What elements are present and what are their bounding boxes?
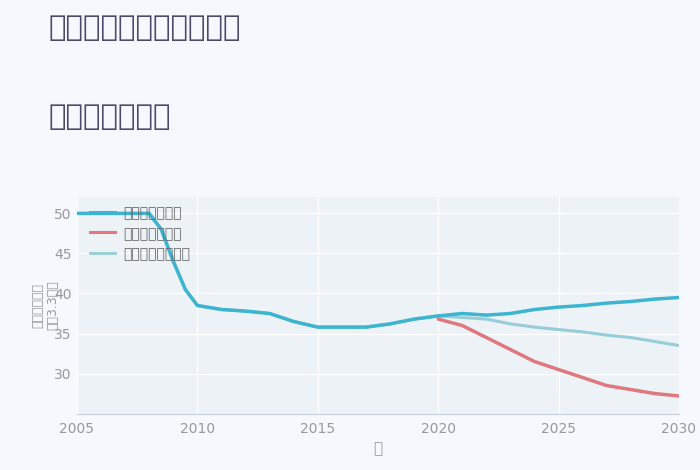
Text: 奈良県奈良市富雄元町の: 奈良県奈良市富雄元町の — [49, 14, 241, 42]
グッドシナリオ — [578, 303, 587, 308]
ノーマルシナリオ — [337, 324, 346, 330]
グッドシナリオ — [410, 316, 419, 322]
Text: 土地の価格推移: 土地の価格推移 — [49, 103, 172, 132]
ノーマルシナリオ — [193, 303, 202, 308]
グッドシナリオ — [506, 311, 514, 316]
バッドシナリオ — [675, 393, 683, 399]
ノーマルシナリオ — [145, 211, 153, 216]
グッドシナリオ — [169, 258, 178, 264]
グッドシナリオ — [181, 287, 190, 292]
グッドシナリオ — [73, 211, 81, 216]
グッドシナリオ — [265, 311, 274, 316]
ノーマルシナリオ — [97, 211, 105, 216]
Y-axis label: 単価（万円）
坪（3.3㎡）: 単価（万円） 坪（3.3㎡） — [32, 281, 60, 330]
ノーマルシナリオ — [217, 307, 225, 313]
グッドシナリオ — [482, 312, 491, 318]
ノーマルシナリオ — [651, 339, 659, 345]
ノーマルシナリオ — [410, 316, 419, 322]
Line: グッドシナリオ: グッドシナリオ — [77, 213, 679, 327]
バッドシナリオ — [506, 347, 514, 352]
バッドシナリオ — [531, 359, 539, 364]
ノーマルシナリオ — [386, 321, 394, 327]
グッドシナリオ — [217, 307, 225, 313]
Legend: グッドシナリオ, バッドシナリオ, ノーマルシナリオ: グッドシナリオ, バッドシナリオ, ノーマルシナリオ — [90, 206, 190, 261]
グッドシナリオ — [121, 211, 130, 216]
ノーマルシナリオ — [626, 335, 635, 340]
グッドシナリオ — [386, 321, 394, 327]
グッドシナリオ — [145, 211, 153, 216]
バッドシナリオ — [482, 335, 491, 340]
ノーマルシナリオ — [506, 321, 514, 327]
グッドシナリオ — [651, 296, 659, 302]
グッドシナリオ — [603, 300, 611, 306]
グッドシナリオ — [314, 324, 322, 330]
ノーマルシナリオ — [675, 343, 683, 348]
バッドシナリオ — [458, 323, 466, 329]
グッドシナリオ — [626, 298, 635, 304]
Line: バッドシナリオ: バッドシナリオ — [438, 319, 679, 396]
ノーマルシナリオ — [458, 315, 466, 321]
グッドシナリオ — [458, 311, 466, 316]
X-axis label: 年: 年 — [373, 441, 383, 456]
ノーマルシナリオ — [554, 327, 563, 332]
ノーマルシナリオ — [603, 332, 611, 338]
バッドシナリオ — [626, 387, 635, 392]
Line: ノーマルシナリオ: ノーマルシナリオ — [77, 213, 679, 345]
ノーマルシナリオ — [314, 324, 322, 330]
グッドシナリオ — [675, 295, 683, 300]
バッドシナリオ — [578, 375, 587, 380]
ノーマルシナリオ — [434, 313, 442, 319]
ノーマルシナリオ — [241, 308, 250, 314]
ノーマルシナリオ — [157, 227, 165, 232]
バッドシナリオ — [603, 383, 611, 388]
ノーマルシナリオ — [290, 319, 298, 324]
バッドシナリオ — [434, 316, 442, 322]
バッドシナリオ — [554, 367, 563, 372]
グッドシナリオ — [337, 324, 346, 330]
グッドシナリオ — [554, 304, 563, 310]
バッドシナリオ — [651, 391, 659, 396]
ノーマルシナリオ — [482, 316, 491, 322]
グッドシナリオ — [290, 319, 298, 324]
ノーマルシナリオ — [73, 211, 81, 216]
ノーマルシナリオ — [531, 324, 539, 330]
ノーマルシナリオ — [169, 258, 178, 264]
ノーマルシナリオ — [362, 324, 370, 330]
グッドシナリオ — [157, 227, 165, 232]
グッドシナリオ — [193, 303, 202, 308]
グッドシナリオ — [531, 307, 539, 313]
ノーマルシナリオ — [181, 287, 190, 292]
ノーマルシナリオ — [578, 329, 587, 335]
グッドシナリオ — [241, 308, 250, 314]
グッドシナリオ — [362, 324, 370, 330]
グッドシナリオ — [97, 211, 105, 216]
グッドシナリオ — [434, 313, 442, 319]
ノーマルシナリオ — [121, 211, 130, 216]
ノーマルシナリオ — [265, 311, 274, 316]
